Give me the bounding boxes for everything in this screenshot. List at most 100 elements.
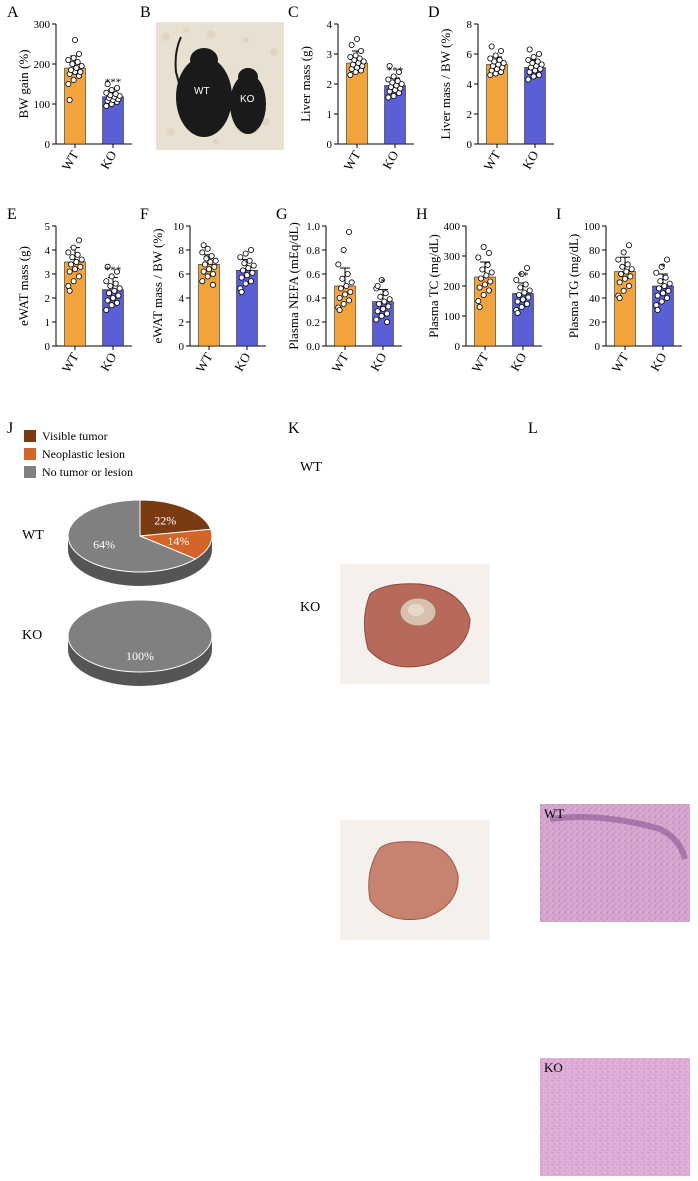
chart-g: 0.00.20.40.60.81.0Plasma NEFA (mEq/dL)WT… <box>288 214 408 394</box>
svg-text:*: * <box>380 277 386 289</box>
panel-label-i: I <box>556 206 561 224</box>
svg-text:**: ** <box>518 270 529 282</box>
svg-text:400: 400 <box>444 221 461 233</box>
svg-text:0: 0 <box>467 139 473 151</box>
liver-label-ko: KO <box>300 600 320 616</box>
svg-text:22%: 22% <box>154 514 176 528</box>
panel-label-a: A <box>7 4 19 22</box>
svg-text:KO: KO <box>379 148 401 172</box>
svg-text:64%: 64% <box>93 537 115 551</box>
panel-label-l: L <box>528 420 538 438</box>
svg-text:WT: WT <box>608 350 631 375</box>
legend-visible-tumor: Visible tumor <box>42 429 108 443</box>
chart-h: 0100200300400Plasma TC (mg/dL)WTKO** <box>428 214 548 394</box>
panel-label-j: J <box>7 420 13 438</box>
svg-text:WT: WT <box>58 148 81 173</box>
svg-text:WT: WT <box>340 148 363 173</box>
svg-text:Plasma TG (mg/dL): Plasma TG (mg/dL) <box>568 234 581 338</box>
panel-label-g: G <box>276 206 288 224</box>
svg-text:14%: 14% <box>167 534 189 548</box>
svg-text:0.2: 0.2 <box>306 317 320 329</box>
chart-i: 020406080100Plasma TG (mg/dL)WTKO* <box>568 214 688 394</box>
chart-f: 0246810eWAT mass / BW (%)WTKO <box>152 214 272 394</box>
pie-legend: Visible tumor Neoplastic lesion No tumor… <box>24 428 224 487</box>
svg-text:100: 100 <box>444 311 461 323</box>
histo-label-ko: KO <box>544 1060 563 1075</box>
svg-text:8: 8 <box>467 19 473 31</box>
svg-text:KO: KO <box>97 350 119 374</box>
svg-text:KO: KO <box>231 350 253 374</box>
svg-text:***: *** <box>105 265 122 277</box>
mouse-label-wt: WT <box>194 86 210 97</box>
svg-text:40: 40 <box>589 293 601 305</box>
svg-text:WT: WT <box>328 350 351 375</box>
svg-text:WT: WT <box>192 350 215 375</box>
svg-text:WT: WT <box>58 350 81 375</box>
svg-text:KO: KO <box>647 350 669 374</box>
svg-text:6: 6 <box>467 49 473 61</box>
chart-e: 012345eWAT mass (g)WTKO*** <box>18 214 138 394</box>
pie-label-wt: WT <box>22 528 44 544</box>
svg-text:4: 4 <box>327 19 333 31</box>
photo-mice: WT KO <box>156 22 284 150</box>
panel-label-k: K <box>288 420 300 438</box>
svg-text:1: 1 <box>45 317 51 329</box>
svg-text:*: * <box>660 261 666 273</box>
svg-text:KO: KO <box>97 148 119 172</box>
pie-wt: 22% 14% 64% <box>55 490 225 590</box>
svg-text:8: 8 <box>179 245 185 257</box>
svg-text:6: 6 <box>179 269 185 281</box>
chart-d: 02468Liver mass / BW (%)WTKO <box>440 12 560 192</box>
histology-ko: KO <box>540 1058 690 1176</box>
svg-text:3: 3 <box>327 49 333 61</box>
svg-text:0: 0 <box>45 139 51 151</box>
svg-text:WT: WT <box>468 350 491 375</box>
liver-label-wt: WT <box>300 460 322 476</box>
svg-text:***: *** <box>387 65 404 77</box>
svg-text:0: 0 <box>45 341 51 353</box>
svg-text:KO: KO <box>367 350 389 374</box>
svg-text:KO: KO <box>519 148 541 172</box>
panel-label-h: H <box>416 206 428 224</box>
svg-text:0.4: 0.4 <box>306 293 320 305</box>
chart-a: 0 100 200 300 BW gain (%) WT KO *** <box>18 12 138 192</box>
svg-text:20: 20 <box>589 317 601 329</box>
svg-text:BW gain (%): BW gain (%) <box>18 49 31 118</box>
svg-text:0.0: 0.0 <box>306 341 320 353</box>
svg-text:300: 300 <box>444 251 461 263</box>
liver-photo-ko <box>340 820 490 940</box>
panel-label-e: E <box>7 206 17 224</box>
panel-label-c: C <box>288 4 299 22</box>
svg-text:eWAT mass / BW (%): eWAT mass / BW (%) <box>152 228 165 343</box>
svg-text:100: 100 <box>34 99 51 111</box>
svg-text:200: 200 <box>34 59 51 71</box>
svg-text:***: *** <box>105 77 122 89</box>
svg-text:1.0: 1.0 <box>306 221 320 233</box>
svg-text:2: 2 <box>179 317 185 329</box>
chart-c: 01234Liver mass (g)WTKO*** <box>300 12 420 192</box>
legend-neoplastic: Neoplastic lesion <box>42 447 125 461</box>
svg-text:Liver mass / BW (%): Liver mass / BW (%) <box>440 29 453 140</box>
svg-text:Liver mass (g): Liver mass (g) <box>300 46 313 122</box>
liver-photo-wt <box>340 564 490 684</box>
svg-text:Plasma NEFA (mEq/dL): Plasma NEFA (mEq/dL) <box>288 222 301 350</box>
svg-text:4: 4 <box>179 293 185 305</box>
panel-label-f: F <box>140 206 149 224</box>
svg-text:0.6: 0.6 <box>306 269 320 281</box>
svg-text:3: 3 <box>45 269 51 281</box>
svg-text:300: 300 <box>34 19 51 31</box>
svg-text:KO: KO <box>507 350 529 374</box>
pie-ko: 100% <box>55 590 225 690</box>
svg-text:5: 5 <box>45 221 51 233</box>
svg-text:2: 2 <box>327 79 333 91</box>
legend-no-tumor: No tumor or lesion <box>42 465 133 479</box>
histo-label-wt: WT <box>544 806 564 821</box>
svg-text:100%: 100% <box>126 649 154 663</box>
svg-text:WT: WT <box>480 148 503 173</box>
histology-wt: WT <box>540 804 690 922</box>
svg-text:100: 100 <box>584 221 601 233</box>
svg-text:4: 4 <box>467 79 473 91</box>
svg-text:0: 0 <box>179 341 185 353</box>
svg-text:0: 0 <box>327 139 333 151</box>
svg-text:0: 0 <box>595 341 601 353</box>
